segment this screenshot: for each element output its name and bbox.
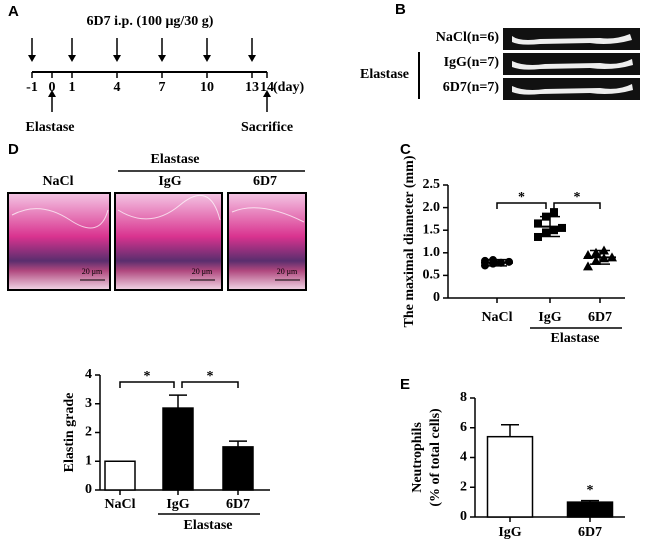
- histology-label: IgG: [158, 174, 181, 189]
- group-label: Elastase: [551, 331, 600, 346]
- x-tick-label: 6D7: [226, 497, 250, 512]
- point: [591, 255, 601, 265]
- group-label: Elastase: [184, 518, 233, 533]
- timeline-day: -1: [26, 80, 38, 95]
- point: [583, 261, 593, 271]
- point: [558, 223, 566, 232]
- injection-arrow-head: [113, 55, 121, 62]
- bar: [222, 446, 254, 491]
- significance-bracket: [181, 381, 239, 388]
- point: [591, 247, 601, 257]
- significance-star: *: [574, 190, 581, 205]
- y-tick-label: 6: [460, 420, 467, 435]
- significance-star: *: [144, 369, 151, 384]
- timeline-day: 14: [260, 80, 274, 95]
- histology-group: Elastase: [151, 152, 200, 167]
- significance-bracket: [119, 381, 175, 388]
- elastase-arrow-head: [48, 90, 56, 97]
- timeline-day: 13: [245, 80, 259, 95]
- timeline-day: 7: [159, 80, 166, 95]
- x-tick-label: 6D7: [578, 525, 602, 540]
- significance-bracket: [553, 202, 601, 209]
- y-axis-label: The maximal diameter (mm): [402, 155, 417, 327]
- point: [534, 232, 542, 241]
- point: [542, 228, 550, 237]
- aorta-group: Elastase: [360, 67, 409, 82]
- timeline-day: 0: [49, 80, 56, 95]
- y-tick-label: 1: [85, 453, 92, 468]
- histology-images: [7, 192, 307, 291]
- y-tick-label: 1.5: [423, 222, 441, 237]
- scale-label: 20 μm: [192, 267, 213, 276]
- x-tick-label: 6D7: [588, 310, 612, 325]
- x-tick-label: IgG: [538, 310, 561, 325]
- y-tick-label: 0: [433, 290, 440, 305]
- y-tick-label: 0.5: [423, 268, 441, 283]
- injection-arrow-head: [203, 55, 211, 62]
- histology-texture: [11, 195, 305, 229]
- x-tick-label: NaCl: [104, 497, 135, 512]
- y-tick-label: 1.0: [423, 245, 441, 260]
- y-tick-label: 0: [85, 482, 92, 497]
- scale-label: 20 μm: [277, 267, 298, 276]
- y-axis-label: Elastin grade: [62, 393, 77, 473]
- timeline-day: 1: [69, 80, 76, 95]
- aorta-row: 6D7(n=7): [443, 80, 500, 95]
- y-tick-label: 3: [85, 396, 92, 411]
- y-tick-label: 0: [460, 509, 467, 524]
- y-tick-label: 2.0: [423, 200, 441, 215]
- point: [550, 208, 558, 217]
- timeline-day: 4: [114, 80, 121, 95]
- panel-label: A: [8, 3, 19, 20]
- significance-star: *: [207, 369, 214, 384]
- x-tick-label: IgG: [498, 525, 521, 540]
- point: [550, 226, 558, 235]
- scale-label: 20 μm: [82, 267, 103, 276]
- bar: [162, 407, 194, 491]
- y-tick-label: 2: [460, 479, 467, 494]
- y-tick-label: 4: [85, 367, 92, 382]
- significance-bracket: [496, 202, 547, 209]
- point: [534, 219, 542, 228]
- injection-arrow-head: [28, 55, 36, 62]
- panel-label: D: [8, 141, 19, 158]
- injection-arrow-head: [158, 55, 166, 62]
- panel-label: C: [400, 141, 411, 158]
- injection-arrow-head: [248, 55, 256, 62]
- injection-arrow-head: [68, 55, 76, 62]
- panel-label: B: [395, 1, 406, 18]
- aorta-row: NaCl(n=6): [436, 30, 500, 45]
- y-tick-label: 4: [460, 450, 467, 465]
- x-tick-label: IgG: [166, 497, 189, 512]
- y-tick-label: 8: [460, 390, 467, 405]
- bar: [486, 435, 534, 518]
- y-axis-label: (% of total cells): [428, 408, 443, 507]
- histology-label: NaCl: [42, 174, 73, 189]
- histology-label: 6D7: [253, 174, 277, 189]
- timeline-end: Sacrifice: [241, 120, 293, 135]
- timeline-start: Elastase: [26, 120, 75, 135]
- bar: [566, 501, 614, 518]
- x-tick-label: NaCl: [481, 310, 512, 325]
- y-tick-label: 2: [85, 425, 92, 440]
- y-axis-label: Neutrophils: [410, 422, 425, 493]
- timeline-day: 10: [200, 80, 214, 95]
- panel-label: E: [400, 376, 410, 393]
- significance-star: *: [587, 483, 594, 498]
- aorta-row: IgG(n=7): [444, 55, 500, 70]
- timeline-title: 6D7 i.p. (100 μg/30 g): [87, 14, 214, 29]
- aorta-images: [503, 28, 640, 100]
- bar: [104, 460, 136, 491]
- sacrifice-arrow-head: [263, 90, 271, 97]
- y-tick-label: 2.5: [423, 177, 441, 192]
- timeline-unit: (day): [273, 80, 304, 95]
- significance-star: *: [518, 190, 525, 205]
